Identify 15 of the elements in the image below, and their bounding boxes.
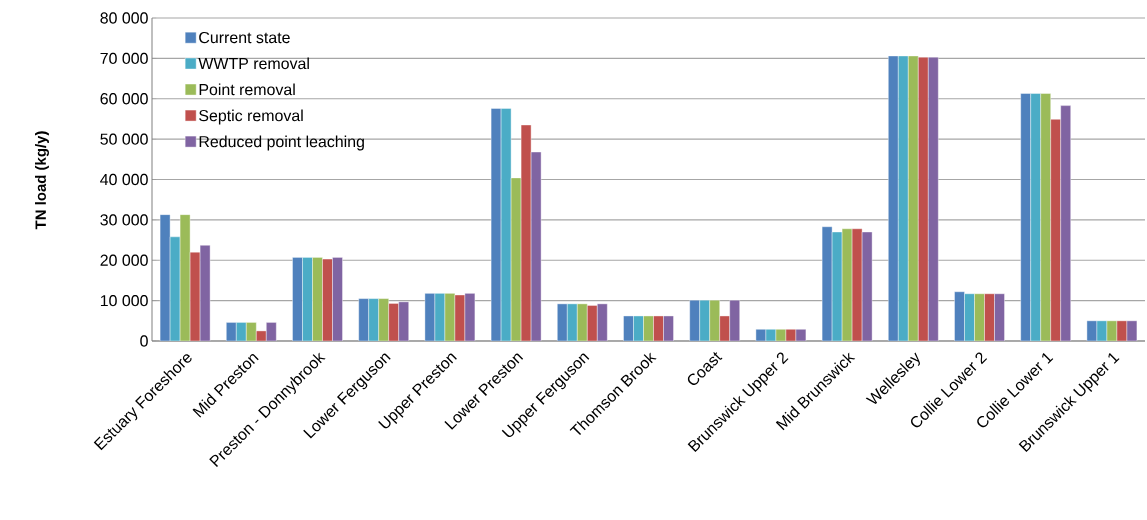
legend-label: Septic removal	[199, 109, 303, 125]
y-tick-label: 70 000	[100, 52, 148, 65]
y-tick-label: 10 000	[100, 294, 148, 307]
legend-label: Current state	[199, 31, 290, 44]
y-tick-label: 80 000	[100, 12, 148, 24]
y-tick-label: 30 000	[100, 214, 148, 226]
y-tick-label: 40 000	[100, 173, 148, 186]
y-axis-title: TN load (kg/y)	[35, 131, 49, 230]
y-tick-label: 50 000	[100, 133, 148, 145]
legend-label: WWTP removal	[198, 57, 309, 70]
y-tick-label: 60 000	[100, 93, 148, 105]
legend-label: Point removal	[199, 83, 295, 96]
legend-label: Reduced point leaching	[199, 135, 364, 151]
y-tick-label: 20 000	[100, 254, 148, 266]
y-tick-label: 0	[140, 335, 148, 347]
